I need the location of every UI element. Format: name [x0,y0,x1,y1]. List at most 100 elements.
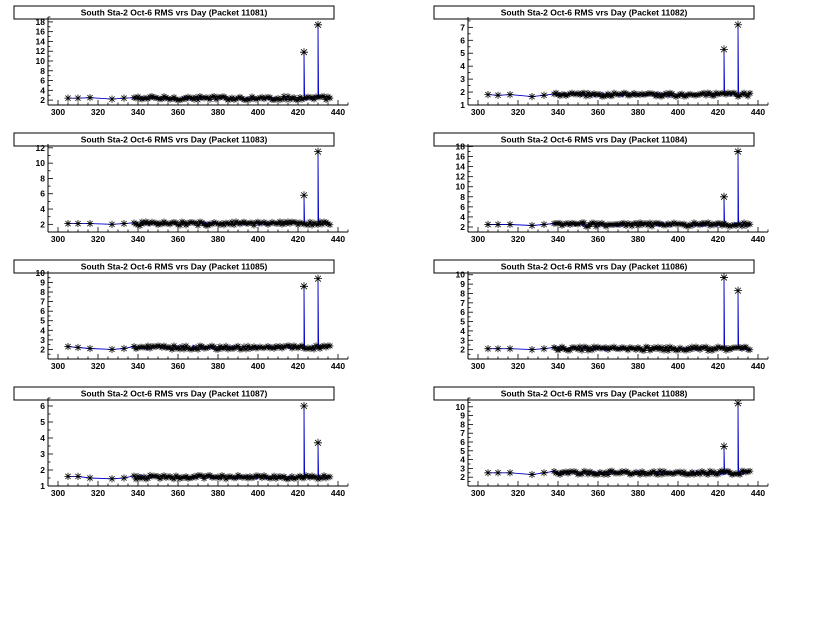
data-point-marker [284,342,292,349]
data-point-marker [222,342,230,350]
x-tick-label: 300 [51,107,65,117]
spike-marker [720,273,728,282]
data-point-marker [276,218,284,226]
data-point-marker [198,472,206,480]
data-point-marker [740,467,748,475]
data-point-marker [666,89,674,97]
data-point-marker [296,219,304,226]
chart-panel-5: South Sta-2 Oct-6 RMS vrs Day (Packet 11… [13,259,349,371]
data-point-marker [568,219,576,227]
data-point-marker [194,96,202,104]
data-point-marker [642,343,650,351]
data-point-marker [692,92,700,99]
y-tick-label: 1 [460,100,465,110]
x-tick-label: 300 [471,361,485,371]
data-point-marker [702,470,710,478]
data-point-marker [108,220,116,228]
data-point-marker [730,221,738,229]
x-tick-label: 320 [511,361,525,371]
y-tick-label: 7 [40,297,45,307]
data-point-marker [726,90,734,97]
data-point-marker [554,347,562,354]
data-point-marker [648,468,656,476]
chart-title-box [433,386,755,401]
data-point-marker [294,473,302,481]
y-tick-label: 8 [40,287,45,297]
series-line [488,151,751,228]
data-point-marker [676,220,684,228]
data-point-marker [74,343,82,352]
y-tick-label: 8 [460,288,465,298]
data-point-marker [198,94,206,101]
data-point-marker [64,342,72,351]
y-tick-label: 6 [460,202,465,212]
data-point-marker [740,219,748,227]
x-tick-label: 360 [171,361,185,371]
data-point-marker [134,221,142,229]
data-point-marker [622,467,630,475]
data-point-marker [190,473,198,480]
y-tick-label: 1 [40,481,45,491]
x-tick-label: 440 [751,488,765,498]
data-point-marker [74,94,82,102]
data-point-marker [64,94,72,102]
data-point-marker [188,219,196,226]
y-tick-label: 3 [460,463,465,473]
data-point-marker [742,343,750,351]
data-point-marker [224,220,232,227]
data-point-marker [628,470,636,478]
data-point-marker [146,219,154,227]
x-tick-label: 340 [551,488,565,498]
data-point-marker [484,220,492,229]
data-point-marker [484,345,492,353]
data-point-marker [726,346,734,353]
data-point-marker [132,94,140,102]
data-point-marker [284,93,292,100]
data-point-marker [686,221,694,228]
data-point-marker [494,220,502,229]
data-point-marker [626,344,634,351]
data-point-marker [234,94,242,102]
y-tick-label: 2 [460,222,465,232]
data-point-marker [550,344,558,351]
data-point-marker [662,344,670,351]
data-point-marker [656,220,664,227]
data-point-marker [274,343,282,351]
data-point-marker [294,96,302,104]
data-point-marker [264,221,272,228]
data-point-marker [196,342,204,350]
data-point-marker [214,473,222,480]
data-point-marker [260,218,268,226]
data-point-marker [320,93,328,100]
y-tick-label: 5 [460,446,465,456]
data-point-marker [660,347,668,354]
data-point-marker [194,346,202,353]
chart-panel-3: South Sta-2 Oct-6 RMS vrs Day (Packet 11… [13,132,349,244]
spike-marker [300,191,308,200]
data-point-marker [684,345,692,352]
data-point-marker [664,220,672,228]
x-tick-label: 320 [511,234,525,244]
data-point-marker [528,470,536,479]
data-point-marker [666,221,674,228]
series-line [68,405,331,481]
data-point-marker [596,220,604,228]
data-point-marker [266,220,274,227]
data-point-marker [194,222,202,229]
data-point-marker [216,94,224,101]
data-point-marker [254,344,262,352]
data-point-marker [218,345,226,352]
spike-marker [314,20,322,29]
data-point-marker [236,220,244,228]
data-point-marker [178,218,186,226]
x-tick-label: 380 [211,361,225,371]
data-point-marker [130,472,138,480]
data-point-marker [746,467,754,475]
data-point-marker [304,344,312,352]
data-point-marker [716,90,724,98]
data-point-marker [620,89,628,97]
data-point-marker [316,93,324,101]
y-tick-label: 16 [36,27,46,37]
x-tick-label: 420 [291,361,305,371]
